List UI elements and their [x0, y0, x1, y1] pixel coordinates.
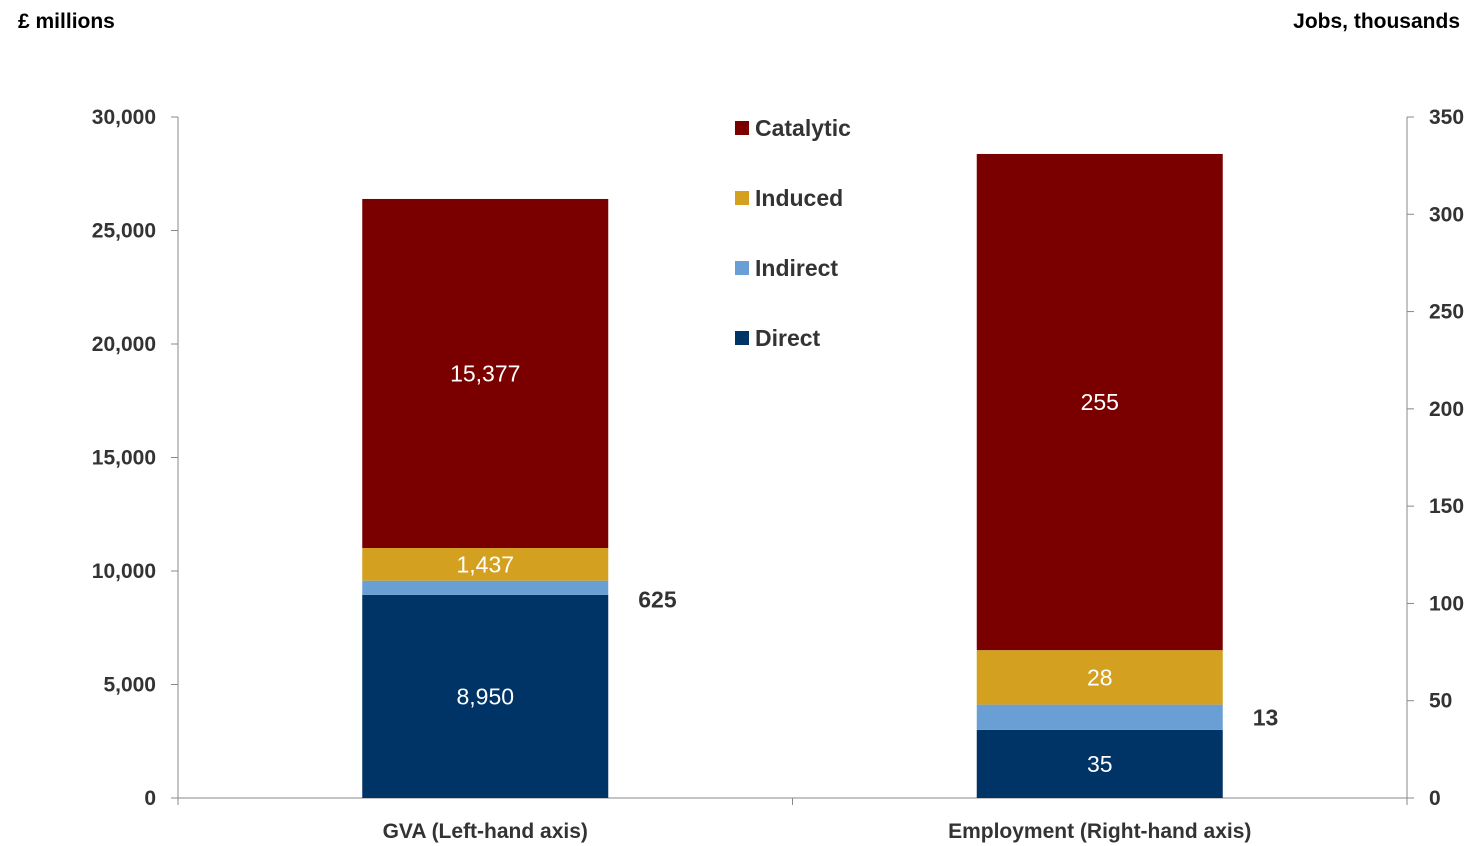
data-label: 35: [1087, 751, 1113, 777]
data-label: 255: [1081, 389, 1119, 415]
left-axis-unit: £ millions: [18, 10, 115, 33]
bar-segment-catalytic: [362, 198, 609, 549]
data-labels: 8,950 625 1,437 15,377 35 13 28 255: [450, 360, 1278, 776]
right-tick-label: 0: [1429, 787, 1441, 810]
legend-swatch-indirect: [735, 261, 749, 275]
left-tick-label: 25,000: [92, 220, 156, 243]
right-tick-label: 50: [1429, 690, 1452, 713]
right-tick-label: 300: [1429, 203, 1464, 226]
left-tick-label: 20,000: [92, 333, 156, 356]
legend-label-induced: Induced: [755, 185, 843, 211]
legend-label-direct: Direct: [755, 325, 821, 351]
data-label: 28: [1087, 664, 1113, 690]
right-tick-label: 100: [1429, 592, 1464, 615]
bar-segment-direct: [976, 729, 1223, 798]
right-axis-unit: Jobs, thousands: [1293, 10, 1460, 33]
bar-segment-induced: [362, 548, 609, 581]
axes: 0 5,000 10,000 15,000 20,000 25,000 30,000 0 50 1…: [92, 106, 1464, 843]
data-label: 8,950: [456, 683, 514, 709]
category-label: GVA (Left-hand axis): [383, 820, 588, 843]
data-label: 1,437: [456, 551, 514, 577]
left-tick-label: 5,000: [103, 674, 156, 697]
legend-label-catalytic: Catalytic: [755, 115, 851, 141]
right-tick-label: 250: [1429, 301, 1464, 324]
bar-segment-indirect: [976, 704, 1223, 730]
left-tick-label: 10,000: [92, 560, 156, 583]
left-tick-label: 30,000: [92, 106, 156, 129]
right-tick-label: 350: [1429, 106, 1464, 129]
legend-swatch-induced: [735, 191, 749, 205]
right-tick-label: 200: [1429, 398, 1464, 421]
data-label-outside: 13: [1253, 704, 1279, 730]
bar-segment-induced: [976, 650, 1223, 705]
category-label: Employment (Right-hand axis): [948, 820, 1251, 843]
data-label-outside: 625: [638, 587, 677, 613]
legend-label-indirect: Indirect: [755, 255, 838, 281]
bar-segment-indirect: [362, 580, 609, 595]
legend-swatch-direct: [735, 331, 749, 345]
left-tick-label: 15,000: [92, 447, 156, 470]
bar-segment-direct: [362, 594, 609, 798]
legend-swatch-catalytic: [735, 121, 749, 135]
legend: Catalytic Induced Indirect Direct: [735, 115, 851, 351]
right-tick-label: 150: [1429, 495, 1464, 518]
bar-segment-catalytic: [976, 153, 1223, 651]
left-tick-label: 0: [144, 787, 156, 810]
bars: [362, 153, 1223, 798]
data-label: 15,377: [450, 360, 520, 386]
